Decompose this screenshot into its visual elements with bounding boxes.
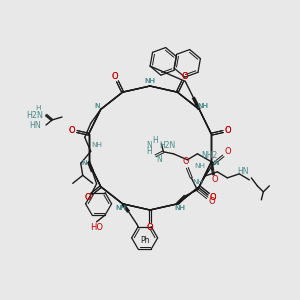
Text: N: N [81, 160, 86, 166]
Text: O: O [112, 72, 119, 81]
Text: O: O [84, 193, 91, 202]
Text: N: N [214, 160, 219, 166]
Text: N: N [81, 160, 86, 166]
Text: HN: HN [29, 121, 41, 130]
Text: HO: HO [90, 223, 103, 232]
Text: O: O [182, 72, 188, 81]
Text: O: O [147, 223, 153, 232]
Text: O: O [84, 193, 91, 202]
Polygon shape [90, 89, 210, 207]
Text: N: N [214, 160, 219, 166]
Text: HN: HN [238, 167, 249, 176]
Text: O: O [182, 158, 189, 166]
Text: Ph: Ph [140, 236, 149, 245]
Text: N: N [94, 103, 100, 109]
Text: NH: NH [145, 78, 155, 84]
Text: O: O [112, 72, 119, 81]
Text: O: O [209, 193, 216, 202]
Text: NH2: NH2 [201, 152, 218, 160]
Text: NH: NH [174, 206, 185, 212]
Text: H: H [35, 105, 41, 111]
Text: NH: NH [198, 103, 209, 109]
Text: O: O [208, 197, 214, 206]
Text: H: H [146, 147, 152, 156]
Text: H2N: H2N [27, 110, 44, 119]
Text: O: O [69, 126, 75, 135]
Text: O: O [211, 175, 218, 184]
Text: NH: NH [198, 103, 209, 109]
Text: O: O [225, 126, 231, 135]
Text: NH: NH [174, 206, 185, 212]
Text: O: O [69, 126, 75, 135]
Text: O: O [147, 223, 153, 232]
Text: NH: NH [115, 206, 126, 212]
Text: NH: NH [194, 163, 205, 169]
Text: H2N: H2N [159, 141, 176, 150]
Text: N: N [94, 103, 100, 109]
Text: O: O [225, 126, 231, 135]
Text: NH: NH [91, 142, 102, 148]
Text: N: N [146, 141, 152, 150]
Text: O: O [224, 147, 231, 156]
Text: NH: NH [192, 179, 203, 185]
Text: H: H [152, 136, 158, 145]
Text: O: O [182, 72, 188, 81]
Text: O: O [209, 193, 216, 202]
Text: NH: NH [115, 206, 126, 212]
Text: N: N [157, 155, 162, 164]
Text: NH: NH [145, 78, 155, 84]
